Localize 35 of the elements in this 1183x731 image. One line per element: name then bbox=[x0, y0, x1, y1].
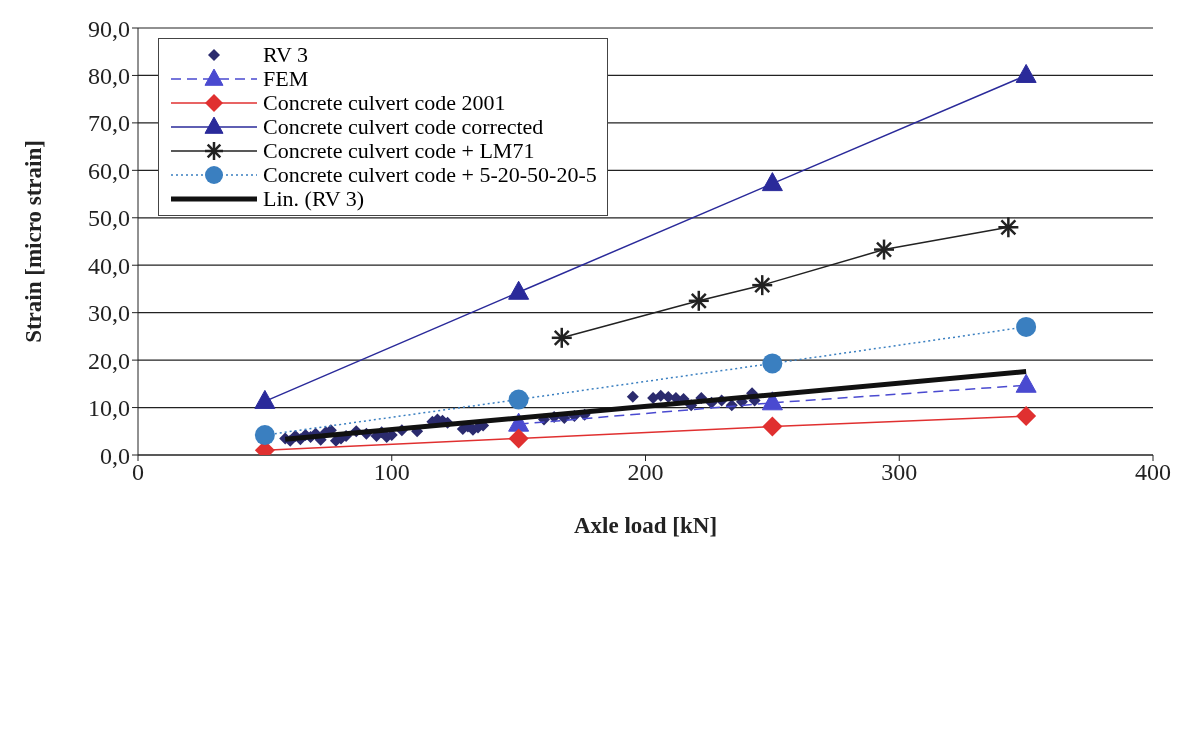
y-tick-label: 50,0 bbox=[88, 205, 130, 232]
y-tick-label: 40,0 bbox=[88, 252, 130, 279]
legend-label: Lin. (RV 3) bbox=[263, 186, 365, 211]
legend-label: Concrete culvert code corrected bbox=[263, 114, 544, 139]
point bbox=[508, 428, 529, 449]
point bbox=[762, 416, 783, 437]
point bbox=[626, 390, 639, 403]
x-tick-label: 200 bbox=[627, 459, 664, 486]
x-tick-label: 0 bbox=[132, 459, 144, 486]
legend-label: FEM bbox=[263, 66, 309, 91]
x-tick-label: 300 bbox=[881, 459, 918, 486]
point bbox=[508, 280, 530, 300]
y-tick-label: 90,0 bbox=[88, 15, 130, 42]
x-tick-label: 100 bbox=[373, 459, 410, 486]
y-tick-label: 20,0 bbox=[88, 347, 130, 374]
legend-label: Concrete culvert code 2001 bbox=[263, 90, 506, 115]
point bbox=[508, 389, 529, 410]
y-tick-label: 0,0 bbox=[100, 442, 130, 469]
y-tick-label: 80,0 bbox=[88, 62, 130, 89]
legend-label: RV 3 bbox=[263, 42, 308, 67]
y-axis-title: Strain [micro strain] bbox=[21, 140, 47, 343]
y-tick-label: 30,0 bbox=[88, 300, 130, 327]
point bbox=[1016, 316, 1037, 337]
point bbox=[1016, 406, 1037, 427]
x-tick-label: 400 bbox=[1135, 459, 1171, 486]
x-axis-title: Axle load [kN] bbox=[573, 513, 718, 538]
y-tick-label: 70,0 bbox=[88, 110, 130, 137]
legend-label: Concrete culvert code + LM71 bbox=[263, 138, 535, 163]
point bbox=[762, 353, 783, 374]
point bbox=[761, 172, 783, 192]
y-tick-label: 60,0 bbox=[88, 157, 130, 184]
point bbox=[254, 425, 275, 446]
point bbox=[1015, 63, 1037, 83]
y-tick-label: 10,0 bbox=[88, 395, 130, 422]
legend-label: Concrete culvert code + 5-20-50-20-5 bbox=[263, 162, 597, 187]
